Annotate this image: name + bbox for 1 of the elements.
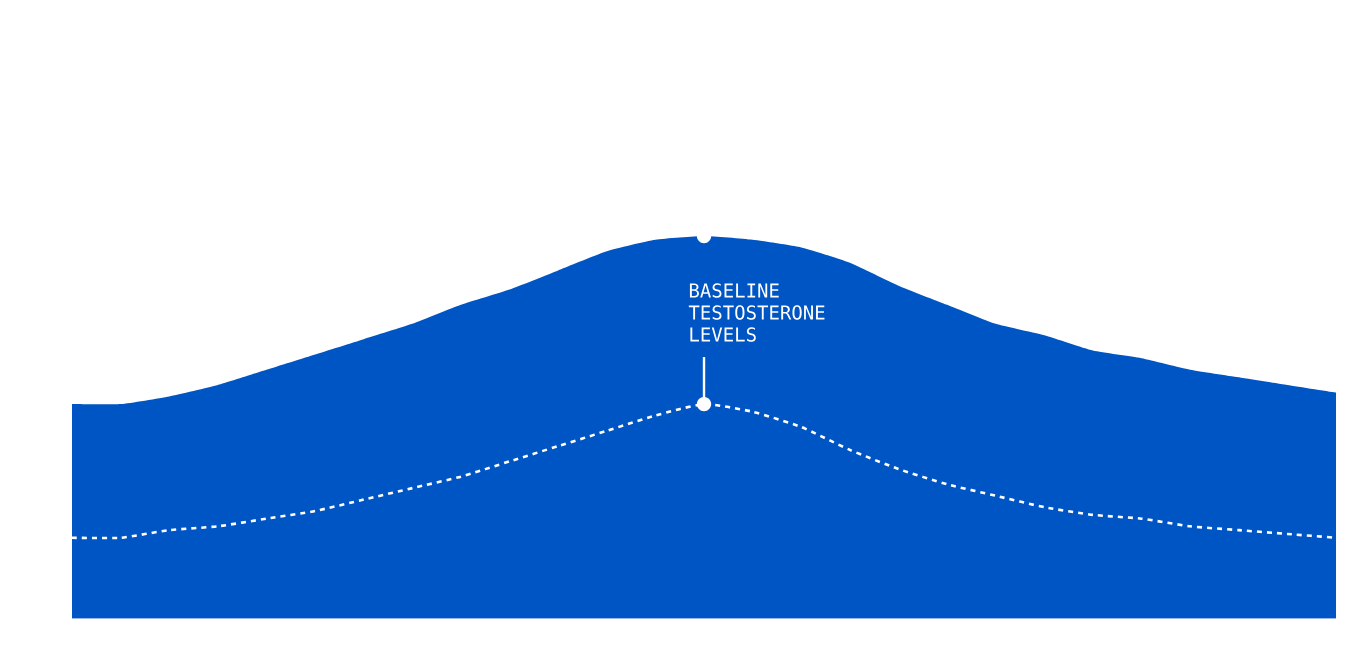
annotation: BASELINE TESTOSTERONE LEVELS [688,283,825,342]
